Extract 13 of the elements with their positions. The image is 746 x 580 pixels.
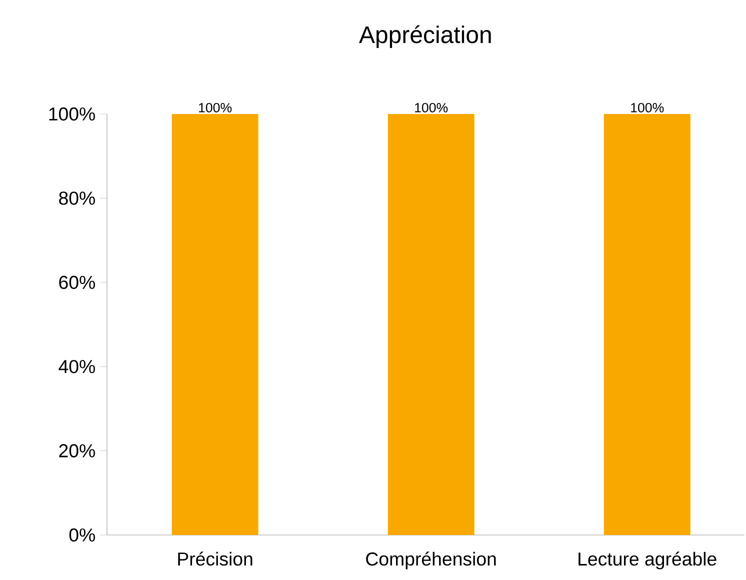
x-tick-label: Compréhension bbox=[366, 552, 496, 570]
y-tick-label: 100% bbox=[49, 107, 95, 121]
y-tick-label: 60% bbox=[59, 276, 95, 289]
data-label: 100% bbox=[415, 102, 448, 112]
y-tick-label: 40% bbox=[58, 360, 95, 374]
x-tick-label: Lecture agréable bbox=[578, 552, 716, 570]
chart-title: Appréciation bbox=[359, 25, 491, 48]
x-tick-label: Précision bbox=[178, 552, 252, 566]
y-tick-label: 20% bbox=[59, 444, 95, 458]
data-label: 100% bbox=[631, 102, 664, 112]
data-label: 100% bbox=[199, 102, 232, 112]
y-tick-label: 0% bbox=[69, 528, 95, 542]
y-tick-label: 80% bbox=[59, 192, 95, 205]
